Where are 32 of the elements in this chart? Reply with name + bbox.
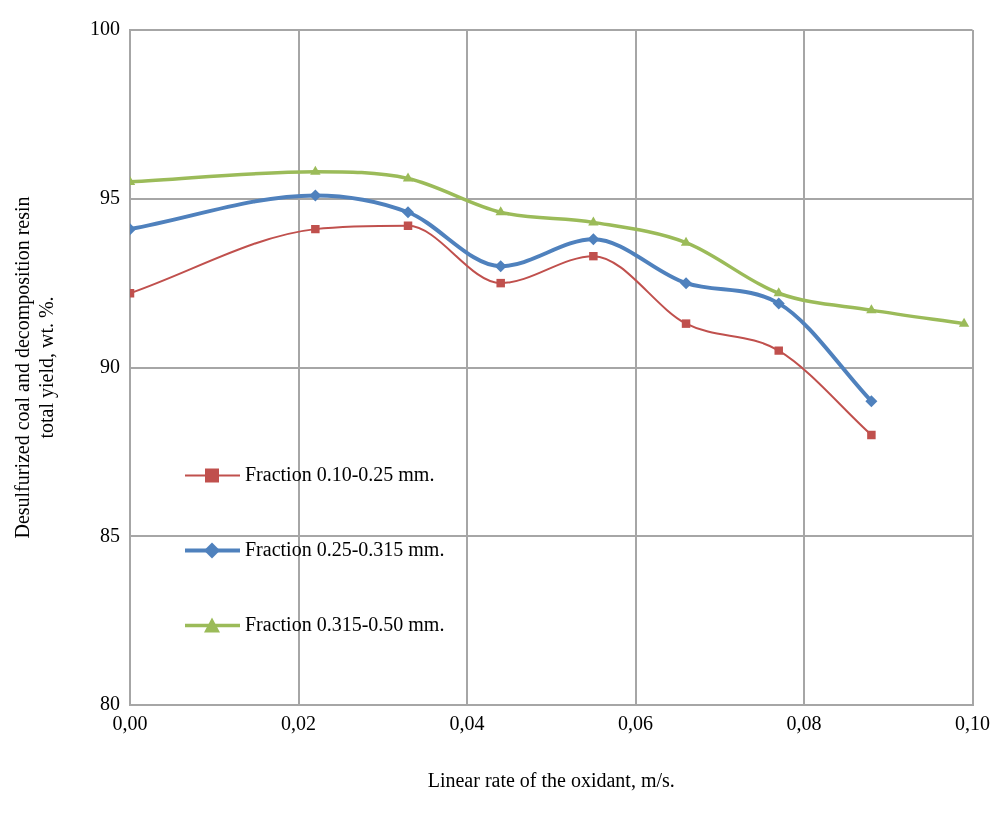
y-axis-title: Desulfurized coal and decomposition resin total yield, wt. %. <box>11 196 59 539</box>
point <box>772 297 785 310</box>
x-tick-label: 0,04 <box>449 712 485 735</box>
x-tick-label: 0,10 <box>955 712 990 735</box>
y-tick-label: 100 <box>90 17 120 40</box>
x-tick-label: 0,06 <box>618 712 653 735</box>
y-tick-label: 80 <box>100 692 120 715</box>
point <box>865 395 878 408</box>
y-tick-label: 85 <box>100 523 120 546</box>
legend-label: Fraction 0.25-0.315 mm. <box>245 537 445 560</box>
point <box>310 165 321 175</box>
point <box>495 206 506 216</box>
legend-label: Fraction 0.315-0.50 mm. <box>245 612 445 635</box>
x-tick-label: 0,02 <box>281 712 316 735</box>
x-tick-label: 0,00 <box>112 712 148 735</box>
point <box>496 278 505 288</box>
point <box>774 346 783 355</box>
point <box>681 319 691 328</box>
point <box>311 224 320 234</box>
point <box>866 304 877 314</box>
point <box>589 251 598 261</box>
point <box>867 430 876 440</box>
point <box>402 172 414 182</box>
y-tick-label: 90 <box>100 354 120 377</box>
x-axis-title: Linear rate of the oxidant, m/s. <box>427 769 675 792</box>
point <box>402 206 415 219</box>
y-tick-label: 95 <box>100 186 120 208</box>
point <box>680 277 693 290</box>
legend-label: Fraction 0.10-0.25 mm. <box>245 462 435 485</box>
point <box>958 317 970 327</box>
x-tick-label: 0,08 <box>786 712 822 735</box>
point <box>773 287 784 297</box>
